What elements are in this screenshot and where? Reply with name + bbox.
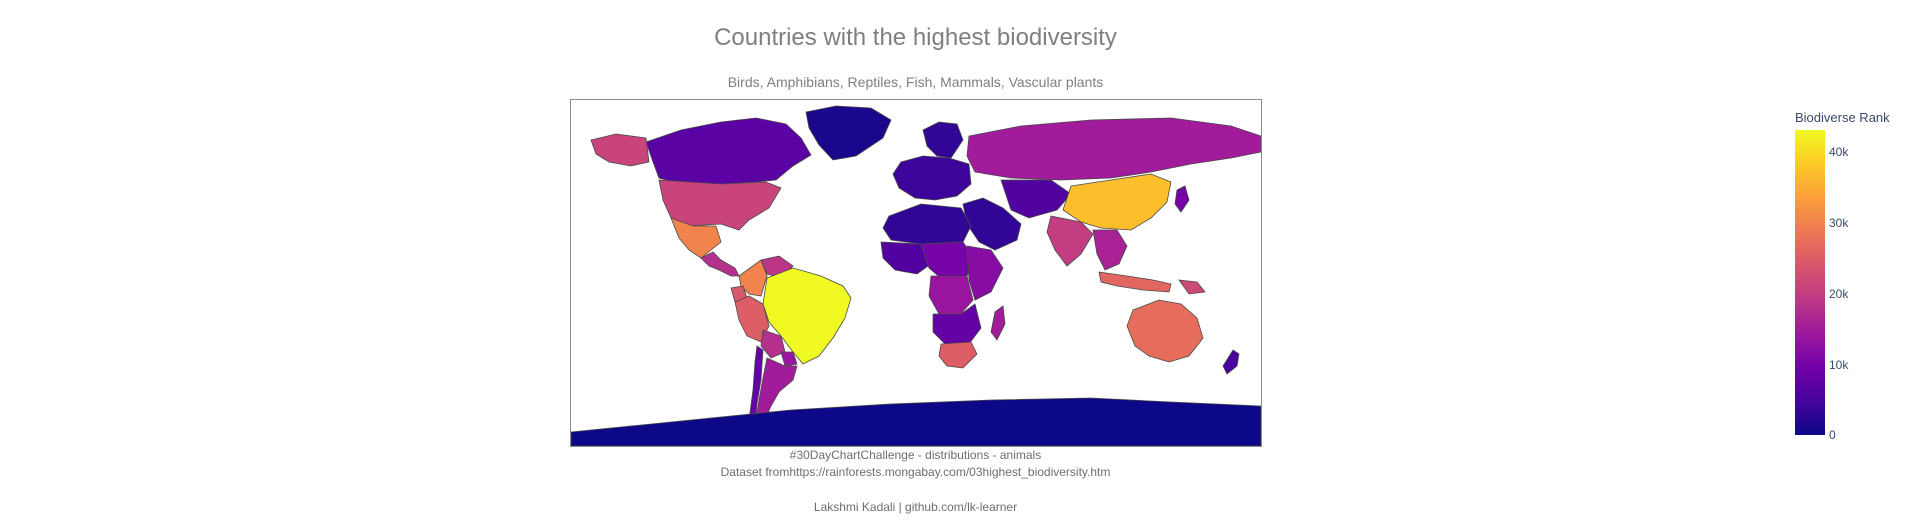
region-central-asia[interactable]	[1000, 179, 1072, 219]
region-scandinavia[interactable]	[922, 121, 964, 159]
region-indonesia[interactable]	[1098, 271, 1172, 293]
region-southeast-asia[interactable]	[1092, 229, 1128, 271]
region-mexico[interactable]	[670, 217, 722, 259]
region-south-africa[interactable]	[938, 341, 978, 369]
region-india[interactable]	[1046, 215, 1094, 267]
colorbar-tick-10k: 10k	[1829, 358, 1849, 372]
colorbar-tick-30k: 30k	[1829, 216, 1849, 230]
colorbar-title: Biodiverse Rank	[1795, 110, 1890, 125]
region-central-america[interactable]	[700, 251, 740, 277]
footer-challenge: #30DayChartChallenge - distributions - a…	[789, 448, 1042, 462]
region-usa[interactable]	[658, 179, 782, 231]
region-canada[interactable]	[645, 117, 812, 185]
region-alaska[interactable]	[590, 133, 650, 167]
map-svg	[571, 105, 1261, 446]
chart-title: Countries with the highest biodiversity	[714, 24, 1117, 51]
chart-subtitle: Birds, Amphibians, Reptiles, Fish, Mamma…	[727, 74, 1104, 90]
region-antarctica[interactable]	[571, 397, 1261, 446]
region-japan[interactable]	[1174, 185, 1190, 213]
region-png[interactable]	[1178, 279, 1206, 295]
region-greenland[interactable]	[805, 105, 892, 161]
footer-author: Lakshmi Kadali | github.com/lk-learner	[813, 500, 1018, 514]
region-bolivia[interactable]	[760, 329, 786, 359]
region-east-africa[interactable]	[966, 245, 1004, 301]
region-new-zealand[interactable]	[1222, 349, 1240, 375]
region-brazil[interactable]	[762, 267, 852, 365]
region-china[interactable]	[1062, 173, 1172, 231]
region-russia[interactable]	[966, 117, 1261, 181]
region-europe[interactable]	[892, 155, 972, 201]
region-madagascar[interactable]	[990, 305, 1006, 341]
footer-dataset: Dataset fromhttps://rainforests.mongabay…	[720, 465, 1111, 479]
colorbar	[1795, 130, 1825, 435]
region-north-africa[interactable]	[882, 203, 972, 245]
region-southern-africa[interactable]	[932, 303, 982, 347]
choropleth-map[interactable]	[570, 99, 1262, 447]
region-australia[interactable]	[1126, 299, 1204, 363]
region-middle-east[interactable]	[962, 197, 1022, 251]
colorbar-tick-20k: 20k	[1829, 287, 1849, 301]
region-argentina[interactable]	[754, 357, 798, 427]
colorbar-tick-0: 0	[1829, 428, 1836, 442]
colorbar-tick-40k: 40k	[1829, 145, 1849, 159]
region-paraguay[interactable]	[780, 351, 798, 367]
